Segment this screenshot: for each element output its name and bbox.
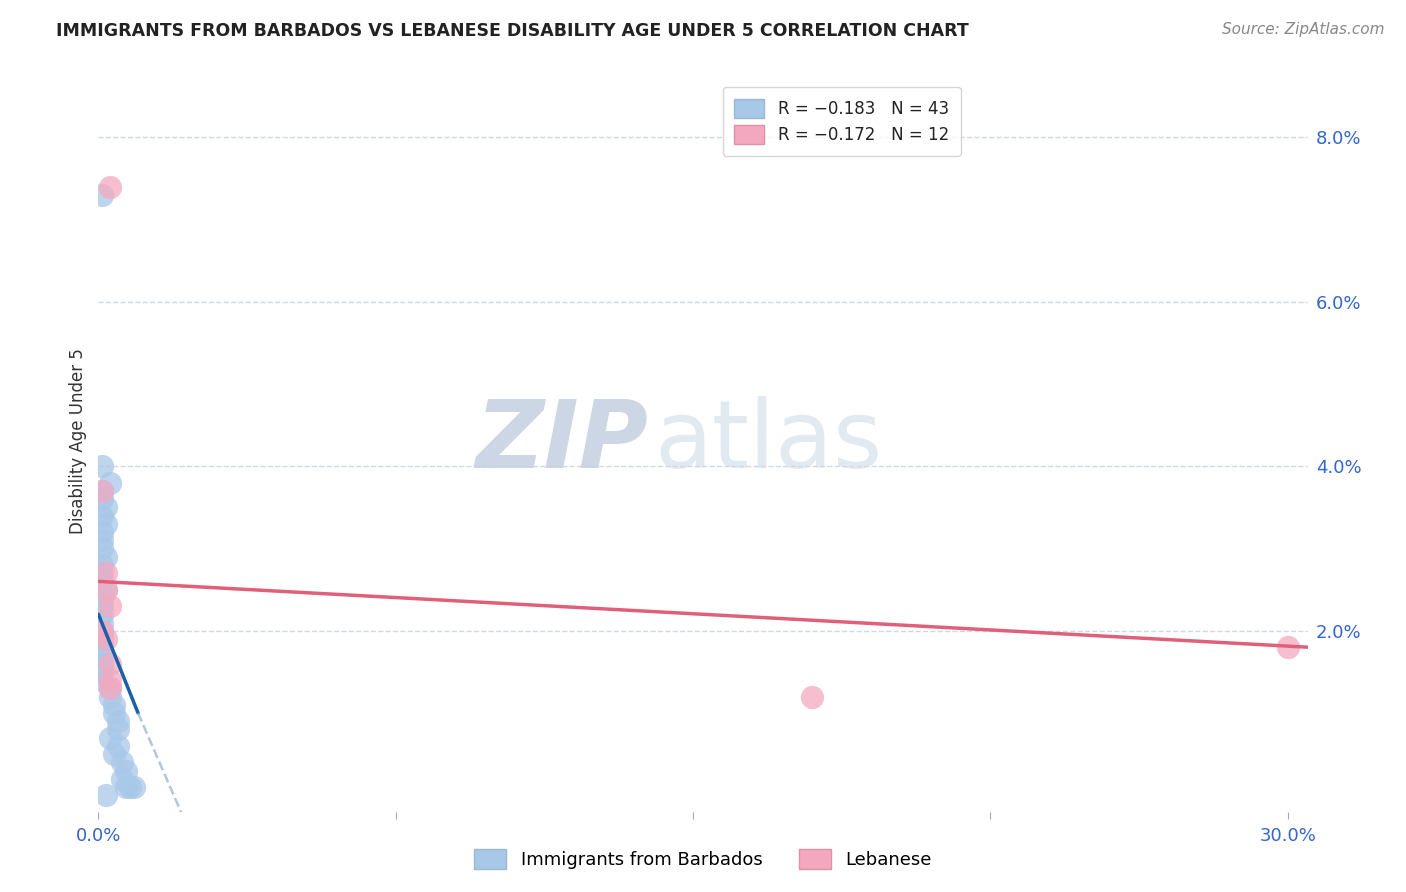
Point (91, 673, 114, 687)
Text: Source: ZipAtlas.com: Source: ZipAtlas.com (1222, 22, 1385, 37)
Point (91, 657, 114, 671)
Point (91, 558, 114, 572)
Point (91, 483, 114, 498)
Point (91, 615, 114, 630)
Point (91, 566, 114, 581)
Text: atlas: atlas (655, 395, 883, 488)
Point (107, 739, 129, 753)
Point (91, 591, 114, 605)
Point (98, 179, 121, 194)
Text: IMMIGRANTS FROM BARBADOS VS LEBANESE DISABILITY AGE UNDER 5 CORRELATION CHART: IMMIGRANTS FROM BARBADOS VS LEBANESE DIS… (56, 22, 969, 40)
Point (98, 657, 121, 671)
Point (91, 665, 114, 679)
Point (107, 714, 129, 729)
Point (96, 582, 118, 597)
Point (98, 731, 121, 745)
Point (91, 541, 114, 556)
Point (111, 772, 134, 786)
Point (91, 624, 114, 638)
Point (1277, 640, 1299, 655)
Point (98, 681, 121, 696)
Point (98, 673, 121, 687)
Point (98, 599, 121, 613)
Point (98, 690, 121, 704)
Point (103, 698, 125, 712)
Point (91, 640, 114, 655)
Point (98, 681, 121, 696)
Point (98, 475, 121, 490)
Y-axis label: Disability Age Under 5: Disability Age Under 5 (69, 349, 87, 534)
Point (91, 187, 114, 202)
Point (91, 533, 114, 548)
Point (103, 747, 125, 761)
Point (107, 723, 129, 737)
Point (96, 516, 118, 531)
Point (115, 780, 138, 794)
Point (91, 624, 114, 638)
Point (91, 524, 114, 539)
Legend: Immigrants from Barbados, Lebanese: Immigrants from Barbados, Lebanese (465, 839, 941, 879)
Point (91, 508, 114, 523)
Point (801, 690, 824, 704)
Point (91, 599, 114, 613)
Point (96, 632, 118, 646)
Point (91, 632, 114, 646)
Point (120, 780, 142, 794)
Point (115, 764, 138, 778)
Point (96, 549, 118, 564)
Legend: R = −0.183   N = 43, R = −0.172   N = 12: R = −0.183 N = 43, R = −0.172 N = 12 (723, 87, 960, 155)
Point (91, 607, 114, 622)
Text: ZIP: ZIP (475, 395, 648, 488)
Point (91, 459, 114, 474)
Point (111, 756, 134, 770)
Point (103, 706, 125, 720)
Point (91, 492, 114, 507)
Point (91, 574, 114, 589)
Point (96, 789, 118, 803)
Point (91, 648, 114, 663)
Point (96, 582, 118, 597)
Point (96, 566, 118, 581)
Point (91, 483, 114, 498)
Point (96, 500, 118, 515)
Point (122, 780, 145, 794)
